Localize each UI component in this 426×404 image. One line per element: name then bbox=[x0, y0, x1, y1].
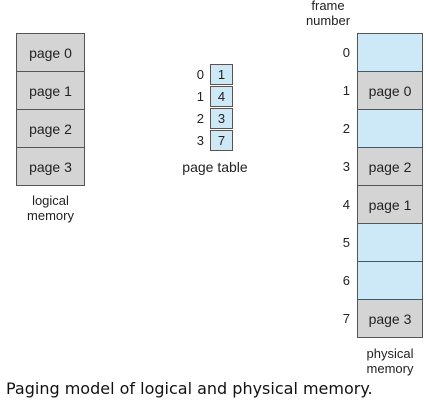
logical-memory-label-2: memory bbox=[27, 208, 74, 223]
page-table-entry-2: 3 bbox=[210, 108, 233, 129]
frame-number-7: 7 bbox=[342, 311, 350, 326]
physical-frame-3: page 2 bbox=[357, 147, 423, 186]
physical-memory-label-1: physical bbox=[366, 346, 414, 361]
logical-page-0: page 0 bbox=[16, 33, 85, 72]
logical-page-3: page 3 bbox=[16, 147, 85, 186]
frame-number-6: 6 bbox=[342, 273, 350, 288]
page-table-index-3: 3 bbox=[196, 133, 204, 148]
page-table-index-0: 0 bbox=[196, 67, 204, 82]
frame-number-header-2: number bbox=[305, 13, 351, 28]
frame-number-header-1: frame bbox=[311, 0, 345, 13]
page-table-entry-0: 1 bbox=[210, 64, 233, 85]
physical-frame-5 bbox=[357, 223, 423, 262]
frame-number-5: 5 bbox=[342, 235, 350, 250]
frame-number-0: 0 bbox=[342, 45, 350, 60]
logical-memory-label-1: logical bbox=[32, 193, 69, 208]
physical-frame-4: page 1 bbox=[357, 185, 423, 224]
frame-number-2: 2 bbox=[342, 121, 350, 136]
frame-number-3: 3 bbox=[342, 159, 350, 174]
logical-page-1: page 1 bbox=[16, 71, 85, 110]
page-table-entry-3: 7 bbox=[210, 130, 233, 151]
physical-frame-0 bbox=[357, 33, 423, 72]
physical-frame-7: page 3 bbox=[357, 299, 423, 338]
physical-frame-1: page 0 bbox=[357, 71, 423, 110]
physical-memory-label-2: memory bbox=[366, 361, 414, 376]
frame-number-4: 4 bbox=[342, 197, 350, 212]
page-table-entry-1: 4 bbox=[210, 86, 233, 107]
page-table-index-1: 1 bbox=[196, 89, 204, 104]
physical-frame-6 bbox=[357, 261, 423, 300]
physical-frame-2 bbox=[357, 109, 423, 148]
figure-caption: Paging model of logical and physical mem… bbox=[6, 379, 373, 398]
logical-page-2: page 2 bbox=[16, 109, 85, 148]
frame-number-1: 1 bbox=[342, 83, 350, 98]
page-table-label: page table bbox=[182, 159, 248, 175]
page-table-index-2: 2 bbox=[196, 111, 204, 126]
